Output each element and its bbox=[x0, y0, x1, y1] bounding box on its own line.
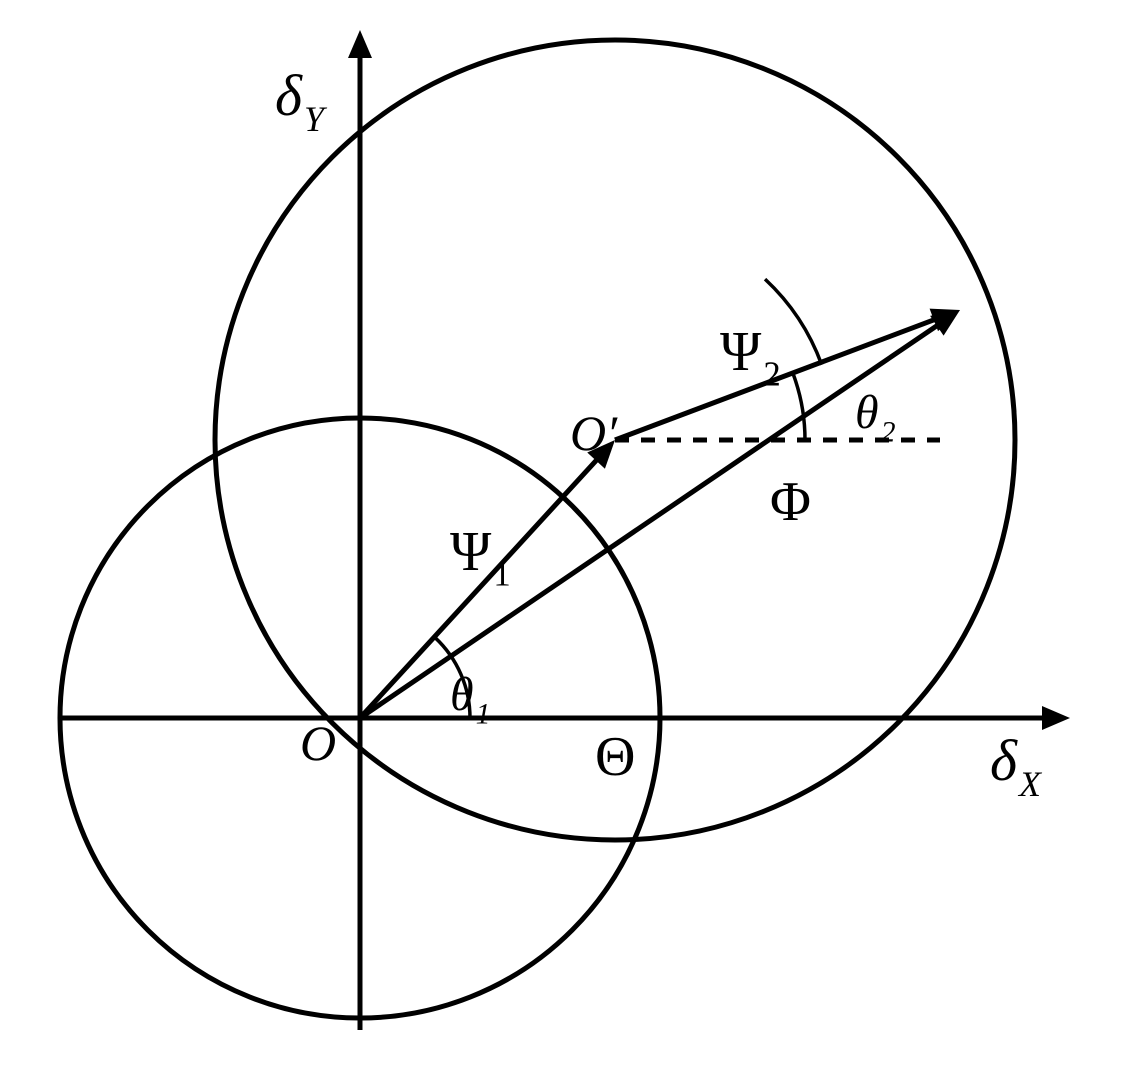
diagram-root: δYδXOO′ΘΦΨ1Ψ2θ1θ2 bbox=[0, 0, 1130, 1084]
label-delta-y: δY bbox=[275, 63, 328, 139]
label-origin: O bbox=[300, 715, 336, 771]
label-big-psi2: Ψ2 bbox=[720, 321, 781, 394]
label-big-theta: Θ bbox=[595, 726, 635, 788]
label-delta-x: δX bbox=[990, 728, 1043, 804]
arc-theta2 bbox=[794, 375, 805, 440]
arc-psi2 bbox=[765, 279, 822, 365]
label-big-psi1: Ψ1 bbox=[450, 521, 511, 594]
label-theta1: θ1 bbox=[450, 668, 490, 730]
diagram-layer: δYδXOO′ΘΦΨ1Ψ2θ1θ2 bbox=[60, 30, 1070, 1030]
label-o-prime: O′ bbox=[570, 405, 618, 461]
vector-psi1 bbox=[360, 451, 605, 718]
label-big-phi: Φ bbox=[770, 471, 811, 533]
